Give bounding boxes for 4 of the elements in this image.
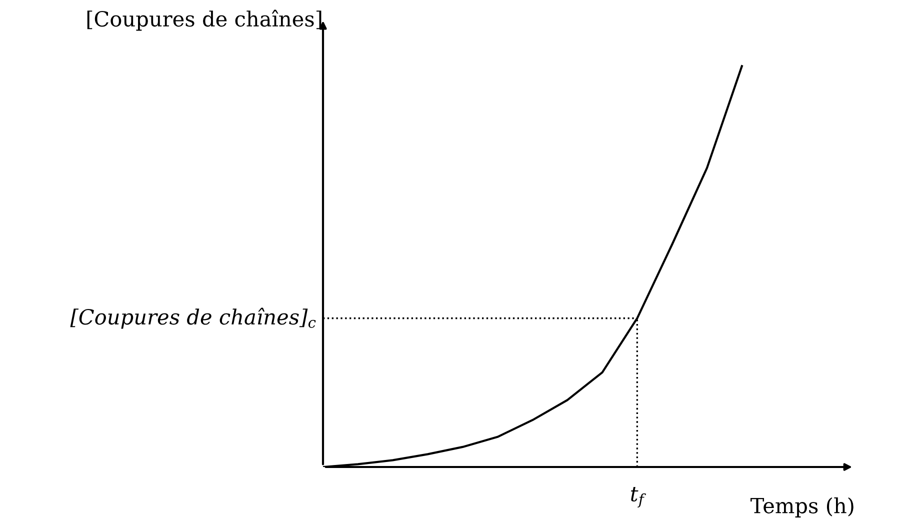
- x-axis-title: Temps (h): [750, 497, 854, 518]
- ref-line-label: [Coupures de chaînes]$_{c}$: [70, 308, 316, 329]
- y-axis-title: [Coupures de chaînes]: [87, 10, 322, 31]
- text: t$_{f}$: [631, 487, 646, 508]
